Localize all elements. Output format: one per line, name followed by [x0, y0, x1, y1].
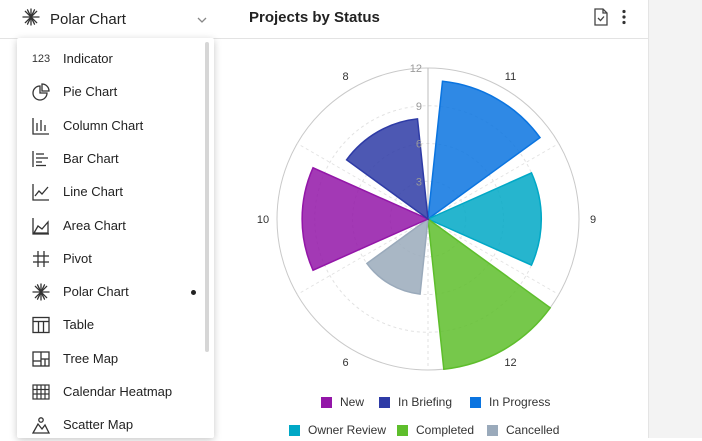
menu-item-label: Calendar Heatmap: [63, 384, 173, 399]
table-icon: [30, 315, 52, 335]
dropdown-scrollbar[interactable]: [205, 42, 209, 352]
menu-item-column-chart[interactable]: Column Chart: [17, 110, 205, 142]
menu-item-label: Pivot: [63, 250, 92, 266]
sector-value-label: 11: [505, 71, 516, 83]
chart-type-select[interactable]: Polar Chart: [0, 0, 216, 38]
sector-value-label: 6: [342, 357, 348, 369]
legend-label: Owner Review: [308, 423, 387, 437]
legend-swatch: [321, 396, 332, 408]
pie-chart-icon: [30, 82, 52, 102]
legend-item-new[interactable]: New: [321, 394, 364, 410]
menu-item-label: Pie Chart: [63, 84, 118, 100]
bar-chart-icon: [30, 149, 52, 169]
legend-swatch: [379, 396, 390, 408]
menu-item-calendar-heatmap[interactable]: Calendar Heatmap: [17, 376, 205, 408]
polar-sector-in-briefing[interactable]: [345, 118, 429, 221]
menu-item-label: Tree Map: [63, 350, 119, 366]
chevron-down-icon: [196, 13, 208, 31]
menu-item-label: Area Chart: [63, 217, 126, 233]
sector-value-label: 12: [504, 357, 516, 369]
export-document-icon[interactable]: [593, 8, 609, 31]
menu-item-label: Scatter Map: [63, 417, 134, 433]
card-header: Polar Chart Projects by Status: [0, 0, 648, 39]
menu-item-table[interactable]: Table: [17, 309, 205, 341]
legend-label: New: [340, 395, 365, 409]
calendar-heatmap-icon: [30, 382, 52, 402]
line-chart-icon: [30, 182, 52, 202]
sector-value-label: 10: [257, 214, 269, 226]
legend-item-in-briefing[interactable]: In Briefing: [379, 394, 452, 410]
polar-spoke: [427, 143, 560, 220]
menu-item-bar-chart[interactable]: Bar Chart: [17, 143, 205, 175]
polar-spoke: [296, 143, 429, 220]
chart-type-dropdown: 123 Indicator Pie Chart Column Chart Bar Cha…: [17, 38, 214, 438]
menu-item-label: Column Chart: [63, 117, 144, 133]
polar-sector-new[interactable]: [301, 166, 430, 272]
panel-title: Projects by Status: [249, 9, 380, 26]
menu-item-pie-chart[interactable]: Pie Chart: [17, 76, 205, 108]
polar-sector-in-progress[interactable]: [427, 80, 542, 221]
radial-tick-label: 12: [410, 63, 422, 75]
menu-item-polar-chart[interactable]: Polar Chart: [17, 276, 205, 308]
polar-chart-icon: [30, 282, 52, 302]
sector-value-label: 8: [342, 71, 348, 83]
polar-sector-completed[interactable]: [427, 217, 552, 371]
legend-label: In Progress: [489, 395, 551, 409]
menu-item-label: Table: [63, 317, 95, 333]
legend-item-completed[interactable]: Completed: [397, 422, 474, 438]
legend-swatch: [397, 424, 408, 436]
radial-tick-label: 9: [416, 101, 422, 113]
scatter-map-icon: [30, 415, 52, 435]
legend-label: In Briefing: [398, 395, 453, 409]
menu-item-label: Bar Chart: [63, 150, 119, 166]
menu-item-tree-map[interactable]: Tree Map: [17, 343, 205, 375]
tree-map-icon: [30, 349, 52, 369]
polar-spoke: [296, 218, 429, 295]
menu-item-label: Polar Chart: [63, 284, 129, 300]
more-options-icon[interactable]: [619, 8, 629, 31]
menu-item-pivot[interactable]: Pivot: [17, 243, 205, 275]
radial-tick-label: 3: [416, 176, 422, 188]
selected-indicator-dot: [191, 290, 196, 296]
number-123-icon: 123: [31, 53, 51, 65]
column-chart-icon: [30, 116, 52, 136]
menu-item-line-chart[interactable]: Line Chart: [17, 176, 205, 208]
area-chart-icon: [30, 216, 52, 236]
polar-sector-owner-review[interactable]: [426, 171, 542, 267]
legend-label: Cancelled: [506, 423, 560, 437]
menu-item-label: Line Chart: [63, 184, 123, 200]
polar-chart-icon: [22, 7, 40, 31]
menu-item-area-chart[interactable]: Area Chart: [17, 210, 205, 242]
menu-item-indicator[interactable]: 123 Indicator: [17, 43, 205, 75]
polar-spoke: [427, 218, 560, 295]
legend-item-cancelled[interactable]: Cancelled: [487, 422, 559, 438]
legend-label: Completed: [416, 423, 475, 437]
sector-value-label: 9: [590, 214, 596, 226]
radial-tick-label: 6: [416, 139, 422, 151]
menu-item-label: Indicator: [63, 51, 113, 66]
legend-swatch: [289, 424, 300, 436]
legend-item-in-progress[interactable]: In Progress: [470, 394, 550, 410]
pivot-grid-icon: [30, 249, 52, 269]
legend-swatch: [470, 396, 481, 408]
legend-swatch: [487, 424, 498, 436]
legend-item-owner-review[interactable]: Owner Review: [289, 422, 386, 438]
polar-chart: 11 9 12 6 10 8 3 6 9 12: [257, 63, 596, 371]
chart-type-label: Polar Chart: [50, 10, 126, 28]
polar-sector-cancelled[interactable]: [365, 217, 429, 295]
menu-item-scatter-map[interactable]: Scatter Map: [17, 409, 205, 441]
